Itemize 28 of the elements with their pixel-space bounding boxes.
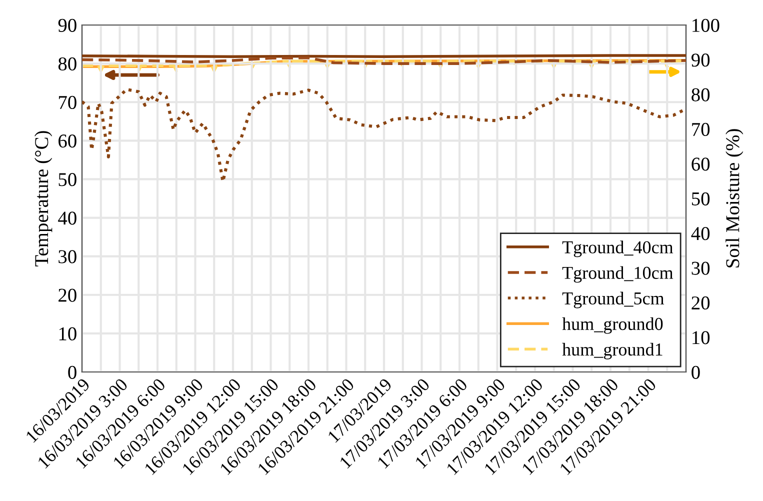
legend-label: Tground_5cm [562, 292, 664, 308]
y-tick-label: 60 [58, 134, 76, 148]
y2-tick-label: 10 [692, 331, 710, 344]
y2-tick-label: 70 [692, 122, 710, 136]
y-tick-label: 0 [68, 366, 76, 379]
y-axis-title: Temperature (°C) [34, 131, 52, 266]
y-tick-label: 50 [58, 173, 76, 186]
legend-label: hum_ground1 [562, 342, 662, 360]
y2-tick-label: 50 [692, 192, 710, 206]
y-tick-label: 70 [58, 96, 76, 110]
y2-axis-title: Soil Moisture (%) [726, 129, 744, 268]
y2-tick-label: 0 [692, 366, 700, 379]
y2-tick-label: 80 [692, 88, 710, 102]
y2-tick-label: 90 [691, 54, 710, 67]
y2-tick-label: 30 [692, 262, 710, 275]
y-tick-label: 90 [58, 18, 76, 32]
y-tick-label: 40 [58, 212, 76, 225]
y-tick-label: 80 [58, 57, 76, 70]
y-tick-label: 20 [58, 288, 76, 302]
y2-tick-label: 100 [692, 18, 720, 32]
legend-label: hum_ground0 [562, 317, 663, 334]
y2-tick-label: 60 [692, 158, 710, 171]
legend-label: Tground_40cm [562, 240, 674, 258]
y2-tick-label: 40 [691, 227, 710, 240]
y2-tick-label: 20 [692, 296, 710, 310]
legend-label: Tground_10cm [562, 266, 674, 283]
y-tick-label: 10 [59, 327, 76, 340]
y-tick-label: 30 [58, 250, 76, 264]
